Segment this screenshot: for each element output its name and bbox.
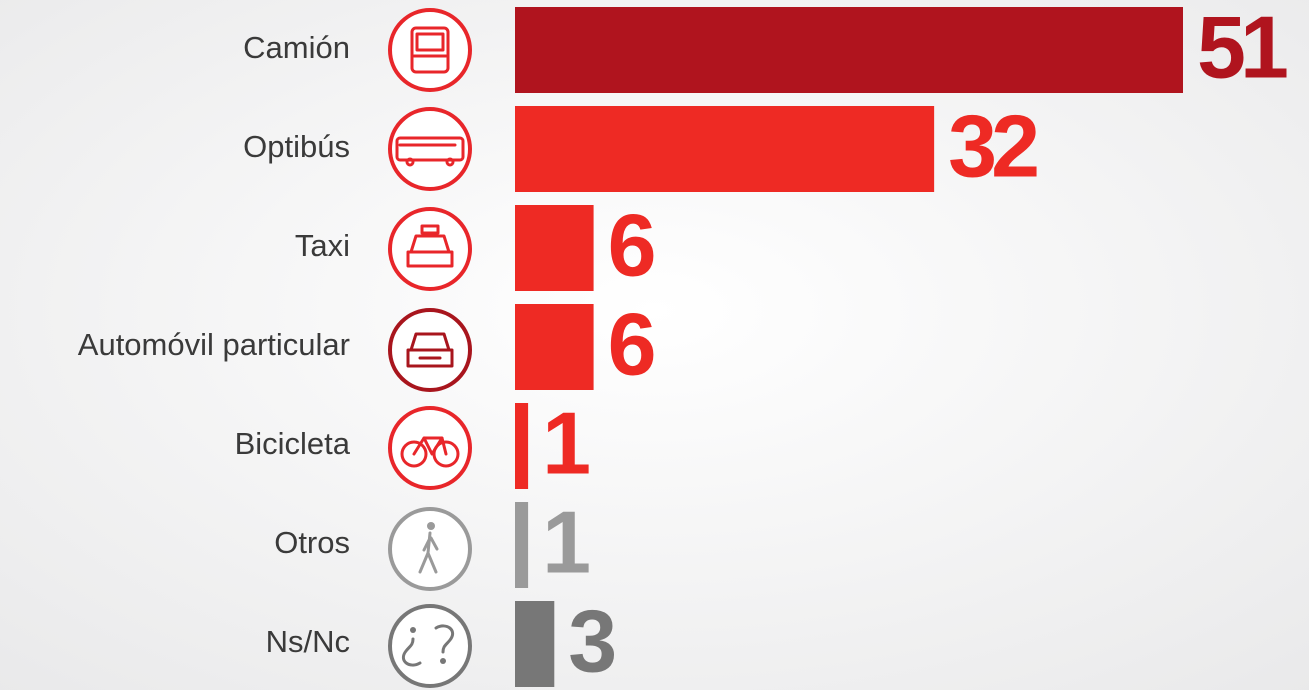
category-label: Ns/Nc — [266, 624, 350, 659]
category-label: Bicicleta — [235, 426, 351, 461]
category-label: Taxi — [295, 228, 350, 263]
category-label: Camión — [243, 30, 350, 65]
icons — [388, 8, 472, 688]
value-label: 51 — [1197, 0, 1287, 96]
bar — [515, 502, 529, 588]
value-label: 3 — [568, 591, 614, 690]
bar — [515, 403, 529, 489]
car-icon — [388, 308, 472, 392]
value-label: 32 — [948, 96, 1037, 195]
value-label: 1 — [542, 393, 589, 492]
bar — [515, 205, 594, 291]
bar — [515, 304, 594, 390]
value-label: 6 — [608, 195, 654, 294]
bike-icon — [388, 406, 472, 490]
bar — [515, 601, 555, 687]
value-label: 6 — [608, 294, 654, 393]
category-label: Otros — [274, 525, 350, 560]
question-icon — [388, 604, 472, 688]
bar — [515, 7, 1183, 93]
optibus-icon — [388, 107, 472, 191]
bus-icon — [388, 8, 472, 92]
value-label: 1 — [542, 492, 589, 591]
walker-icon — [388, 507, 472, 591]
category-label: Optibús — [243, 129, 350, 164]
taxi-icon — [388, 207, 472, 291]
bar — [515, 106, 935, 192]
category-label: Automóvil particular — [78, 327, 350, 362]
